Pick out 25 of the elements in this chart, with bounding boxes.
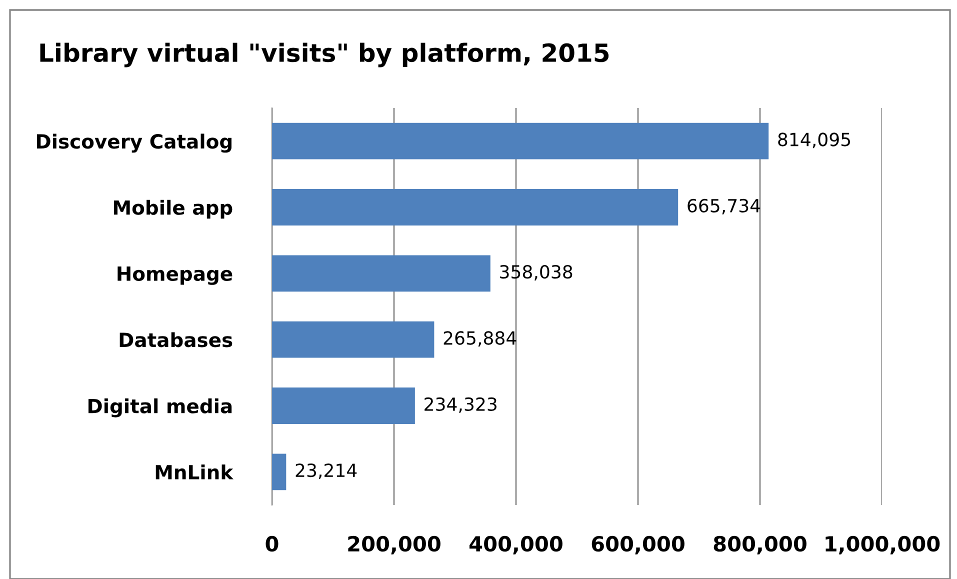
bar xyxy=(272,122,769,160)
bar xyxy=(272,388,415,424)
data-label: 265,884 xyxy=(444,331,516,347)
data-label: 814,095 xyxy=(778,132,850,148)
x-tick-label: 0 xyxy=(266,536,278,552)
data-label: 665,734 xyxy=(688,198,760,214)
y-tick-label: Databases xyxy=(120,332,232,348)
x-tick-label: 1,000,000 xyxy=(826,536,940,554)
x-tick-label: 400,000 xyxy=(469,536,562,554)
bar xyxy=(272,454,286,490)
y-tick-label: Homepage xyxy=(118,266,232,285)
y-tick-label: Discovery Catalog xyxy=(36,134,232,153)
bar xyxy=(272,189,678,226)
data-label: 358,038 xyxy=(500,265,572,280)
y-tick-label: MnLink xyxy=(156,464,234,480)
x-tick-label: 800,000 xyxy=(714,536,806,554)
y-tick-label: Digital media xyxy=(88,398,232,418)
bar xyxy=(272,321,434,358)
data-label: 23,214 xyxy=(296,464,357,479)
y-tick-label: Mobile app xyxy=(114,200,232,219)
chart-title: Library virtual "visits" by platform, 2015 xyxy=(40,42,609,68)
x-tick-label: 600,000 xyxy=(592,536,684,554)
bar xyxy=(272,255,490,292)
data-label: 234,323 xyxy=(424,397,496,413)
x-tick-label: 200,000 xyxy=(348,536,440,554)
